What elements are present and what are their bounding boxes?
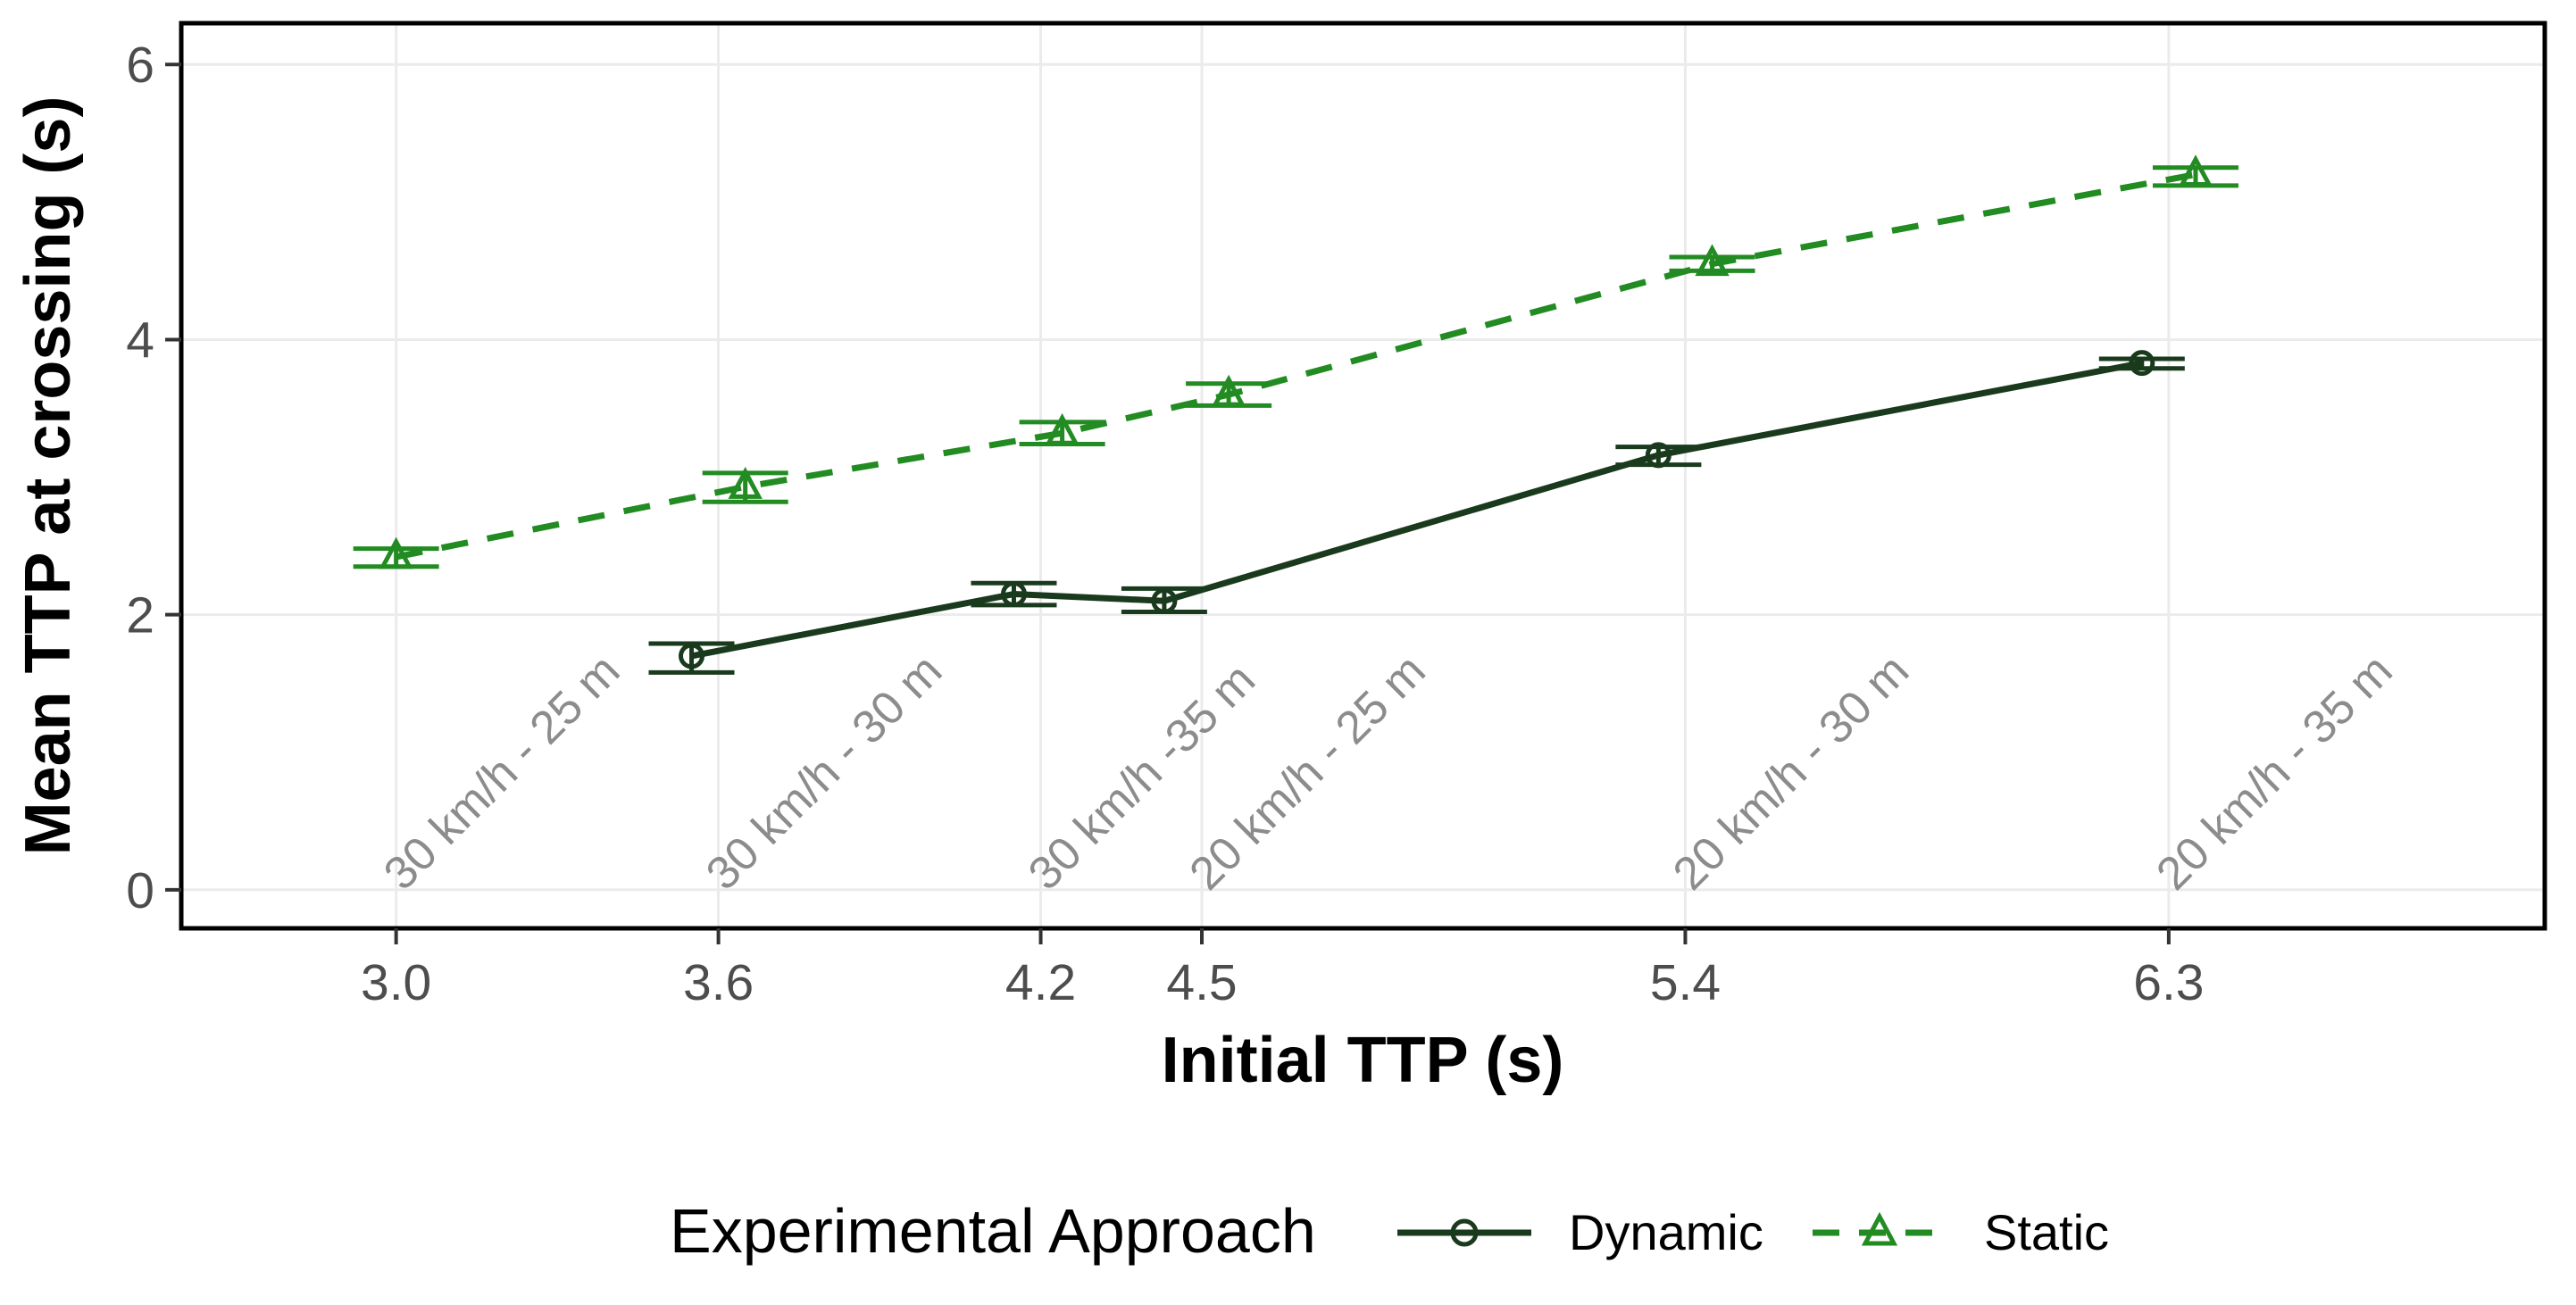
condition-label: 30 km/h - 25 m	[374, 644, 629, 900]
legend-label-static: Static	[1984, 1204, 2109, 1260]
x-tick-label: 6.3	[2133, 954, 2204, 1011]
condition-label: 20 km/h - 35 m	[2147, 644, 2402, 900]
y-tick-label: 4	[126, 312, 154, 369]
data-point-circle	[1645, 442, 1671, 469]
data-point-triangle	[1695, 244, 1730, 277]
x-tick-label: 3.0	[361, 954, 431, 1011]
condition-label: 30 km/h - 30 m	[696, 644, 952, 900]
legend: Experimental Approach Dynamic Static	[670, 1196, 2109, 1266]
static-line	[395, 171, 2197, 561]
legend-key-static	[1813, 1211, 1947, 1246]
series-static	[353, 154, 2238, 569]
data-point-triangle	[379, 536, 413, 569]
data-point-circle	[2129, 350, 2155, 377]
data-point-triangle	[1211, 374, 1246, 407]
data-point-triangle	[1045, 412, 1080, 445]
data-point-triangle	[2178, 154, 2213, 187]
y-tick-label: 6	[126, 37, 154, 94]
y-axis-title: Mean TTP at crossing (s)	[13, 96, 84, 856]
error-bar	[353, 546, 439, 569]
condition-annotations: 30 km/h - 25 m 30 km/h - 30 m 30 km/h -35 …	[374, 644, 2402, 900]
x-tick-label: 5.4	[1650, 954, 1721, 1011]
data-point-circle	[1151, 587, 1178, 614]
x-axis-title: Initial TTP (s)	[1162, 1025, 1564, 1096]
x-tick-label: 4.2	[1005, 954, 1076, 1011]
legend-label-dynamic: Dynamic	[1569, 1204, 1763, 1260]
data-point-circle	[1000, 581, 1027, 608]
y-tick-label: 0	[126, 862, 154, 919]
legend-key-dynamic	[1397, 1218, 1531, 1247]
dynamic-line	[690, 360, 2143, 660]
legend-title: Experimental Approach	[670, 1196, 1316, 1266]
data-point-circle	[679, 643, 705, 669]
panel-border	[179, 21, 2547, 931]
x-tick-label: 4.5	[1166, 954, 1237, 1011]
data-point-triangle	[728, 467, 763, 499]
series-dynamic	[648, 350, 2185, 675]
condition-label: 20 km/h - 30 m	[1663, 644, 1919, 900]
y-tick-label: 2	[126, 587, 154, 644]
circle-marker-icon	[1450, 1218, 1479, 1247]
axis-ticks: 3.0 3.6 4.2 4.5 5.4 6.3 0 2 4 6	[126, 37, 2204, 1011]
gridlines	[181, 23, 2545, 928]
triangle-marker-icon	[1861, 1211, 1898, 1246]
data-series	[353, 154, 2238, 675]
x-tick-label: 3.6	[683, 954, 754, 1011]
